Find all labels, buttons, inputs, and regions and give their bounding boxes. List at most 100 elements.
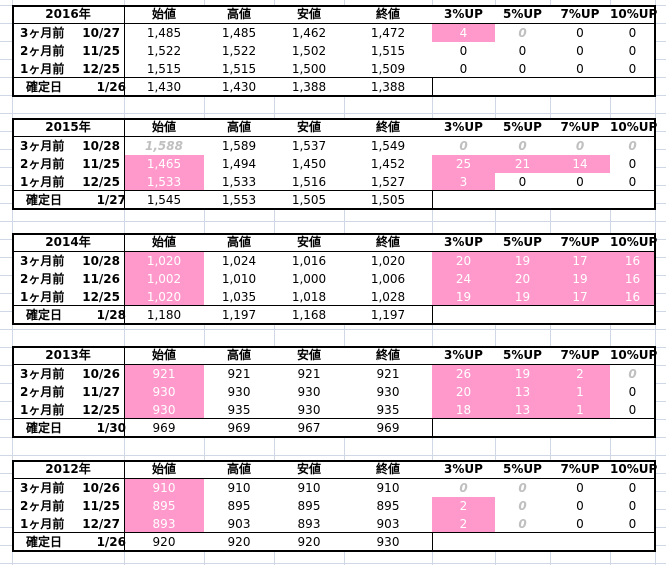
data-cell: 1,002 (124, 270, 204, 288)
column-header: 5%UP (503, 120, 542, 134)
column-header: 高値 (226, 462, 251, 476)
table-border (124, 118, 125, 210)
row-label-date: 12/25 (82, 403, 120, 417)
data-cell (550, 419, 610, 437)
column-header: 3%UP (444, 120, 483, 134)
data-cell: 1,537 (291, 139, 327, 153)
year-header: 2014年 (45, 235, 91, 249)
data-cell: 13 (495, 401, 550, 419)
data-cell (550, 78, 610, 96)
row-label: 3ヶ月前 10/27 (12, 24, 124, 42)
data-cell (495, 306, 550, 324)
table-border (432, 418, 433, 438)
column-header: 終値 (375, 120, 400, 134)
row-label-date: 10/26 (82, 481, 120, 495)
data-cell: 1,515 (221, 62, 257, 76)
data-cell: 1,024 (221, 254, 257, 268)
row-label-name: 1ヶ月前 (20, 175, 65, 189)
row-label-name: 確定日 (26, 535, 63, 549)
data-cell: 1,545 (146, 193, 182, 207)
data-cell: 0 (628, 481, 637, 495)
table-border (12, 323, 655, 325)
data-cell: 1,388 (370, 80, 406, 94)
data-cell: 0 (518, 26, 527, 40)
table-border (12, 190, 655, 191)
data-cell: 1,516 (291, 175, 327, 189)
row-label: 3ヶ月前 10/26 (12, 365, 124, 383)
row-label: 3ヶ月前 10/28 (12, 137, 124, 155)
row-label-name: 1ヶ月前 (20, 62, 65, 76)
data-cell: 4 (432, 24, 495, 42)
data-cell: 20 (495, 270, 550, 288)
column-header: 5%UP (503, 7, 542, 21)
data-cell: 921 (227, 367, 251, 381)
row-label-date: 1/26 (96, 80, 126, 94)
data-cell: 895 (297, 499, 321, 513)
data-cell: 19 (550, 270, 610, 288)
data-cell: 0 (576, 44, 584, 58)
data-cell: 0 (518, 517, 527, 531)
column-header: 7%UP (560, 235, 600, 249)
data-cell: 0 (518, 44, 527, 58)
column-header: 10%UP (610, 235, 658, 249)
data-cell: 0 (628, 62, 637, 76)
data-cell: 920 (227, 535, 251, 549)
year-table: 2016年 始値 高値 安値 終値 3%UP 5%UP 7%UP 10%UP 3ヶ月前 10/27 1… (12, 5, 657, 97)
table-border (12, 233, 14, 325)
row-label-name: 2ヶ月前 (20, 272, 65, 286)
gridline (0, 329, 666, 330)
data-cell: 1,509 (370, 62, 406, 76)
row-label: 確定日 1/30 (12, 419, 130, 437)
data-cell: 1,016 (291, 254, 327, 268)
data-cell: 921 (297, 367, 321, 381)
data-cell (550, 191, 610, 209)
data-cell (610, 533, 655, 551)
row-label: 確定日 1/26 (12, 78, 130, 96)
row-label: 確定日 1/28 (12, 306, 130, 324)
table-border (12, 346, 655, 348)
data-cell: 1,515 (370, 44, 406, 58)
table-border (12, 136, 655, 137)
data-cell (610, 419, 655, 437)
data-cell: 1,197 (370, 308, 406, 322)
data-cell: 1,485 (221, 26, 257, 40)
data-cell (432, 419, 495, 437)
row-label-name: 3ヶ月前 (20, 139, 65, 153)
table-border (654, 460, 656, 552)
row-label-name: 3ヶ月前 (20, 254, 65, 268)
table-border (12, 208, 655, 210)
data-cell (610, 191, 655, 209)
data-cell: 930 (376, 385, 400, 399)
data-cell: 3 (432, 173, 495, 191)
data-cell: 967 (297, 421, 321, 435)
row-label-name: 1ヶ月前 (20, 403, 65, 417)
row-label: 3ヶ月前 10/28 (12, 252, 124, 270)
table-border (12, 95, 655, 97)
column-header: 安値 (296, 7, 321, 21)
row-label-date: 11/25 (82, 499, 120, 513)
row-label: 1ヶ月前 12/25 (12, 173, 124, 191)
data-cell: 895 (124, 497, 204, 515)
data-cell: 0 (575, 139, 585, 153)
data-cell: 0 (518, 175, 527, 189)
data-cell: 0 (518, 62, 527, 76)
data-cell: 19 (495, 252, 550, 270)
data-cell: 0 (518, 139, 527, 153)
table-border (124, 233, 125, 325)
data-cell: 969 (227, 421, 251, 435)
column-header: 5%UP (503, 462, 542, 476)
data-cell: 910 (297, 481, 321, 495)
data-cell: 1,494 (221, 157, 257, 171)
data-cell: 1,020 (124, 288, 204, 306)
data-cell: 930 (297, 403, 321, 417)
data-cell: 1,035 (221, 290, 257, 304)
data-cell: 903 (376, 517, 400, 531)
column-header: 5%UP (503, 235, 542, 249)
data-cell: 1,430 (221, 80, 257, 94)
data-cell: 1,197 (221, 308, 257, 322)
data-cell (495, 533, 550, 551)
column-header: 7%UP (560, 120, 600, 134)
column-header: 終値 (375, 348, 400, 362)
data-cell: 1,028 (370, 290, 406, 304)
row-label: 2ヶ月前 11/26 (12, 270, 124, 288)
